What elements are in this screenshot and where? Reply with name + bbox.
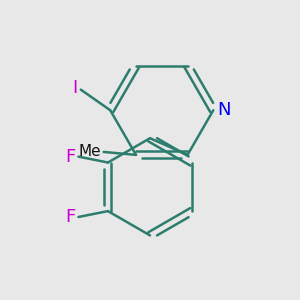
Text: I: I	[73, 79, 78, 97]
Text: N: N	[218, 101, 231, 119]
Text: F: F	[65, 148, 76, 166]
Text: Me: Me	[78, 144, 101, 159]
Text: F: F	[65, 208, 76, 226]
